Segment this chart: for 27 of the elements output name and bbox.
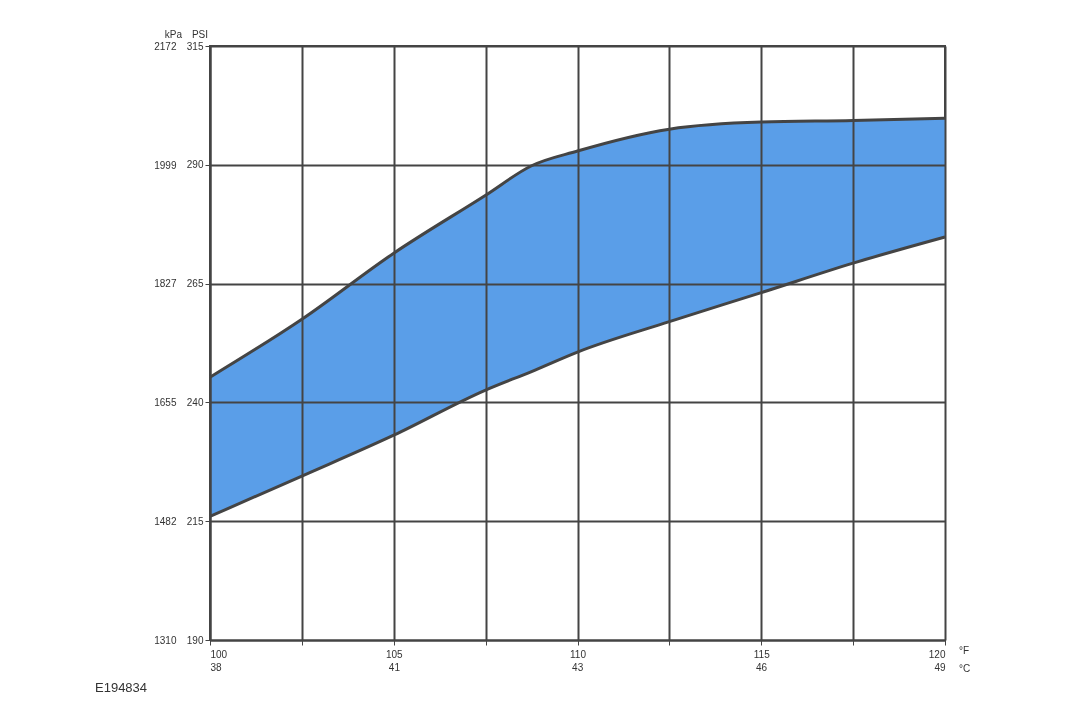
- y-tick-label: 240: [186, 396, 204, 408]
- x2-tick-label: 38: [210, 661, 223, 673]
- x2-tick-label: 41: [388, 661, 401, 673]
- x-tick-label: 105: [385, 648, 404, 660]
- y2-tick-label: 1827: [154, 278, 177, 290]
- x-tick-label: 110: [570, 648, 587, 660]
- y2-tick-label: 1310: [154, 634, 177, 646]
- y2-tick-label: 1655: [154, 396, 177, 408]
- y-axis-title: PSI: [191, 29, 208, 40]
- y-tick-label: 215: [186, 515, 204, 527]
- text: E194834: [95, 680, 148, 695]
- y2-axis-title: kPa: [164, 29, 183, 40]
- x-tick-label: 120: [928, 648, 946, 660]
- y2-tick-label: 1482: [154, 515, 177, 527]
- y2-tick-label: 2172: [154, 40, 177, 52]
- x-tick-label: 115: [753, 648, 771, 660]
- y-tick-label: 290: [186, 159, 204, 171]
- y-tick-label: 315: [186, 40, 204, 52]
- y2-tick-label: 1999: [154, 159, 177, 171]
- x2-tick-label: 49: [934, 661, 946, 673]
- x-axis-title: °F: [959, 645, 970, 656]
- y-tick-label: 265: [186, 278, 204, 290]
- x2-axis-title: °C: [959, 663, 971, 674]
- y-tick-label: 190: [186, 634, 204, 646]
- x2-tick-label: 46: [756, 661, 768, 673]
- x-tick-label: 100: [210, 648, 228, 660]
- x2-tick-label: 43: [572, 661, 584, 673]
